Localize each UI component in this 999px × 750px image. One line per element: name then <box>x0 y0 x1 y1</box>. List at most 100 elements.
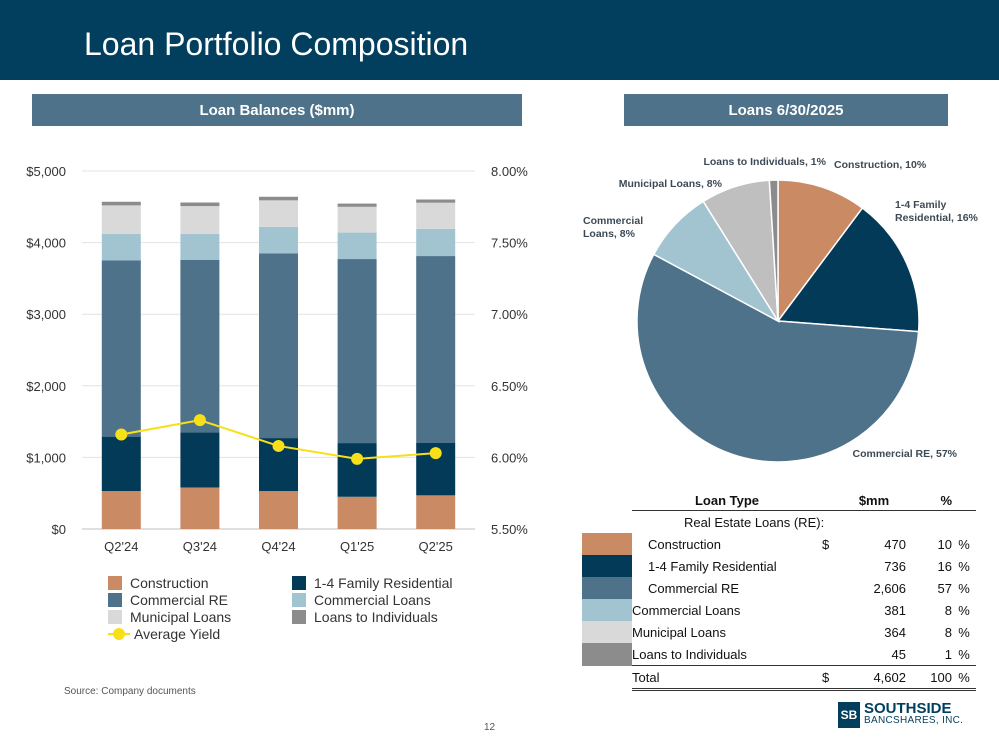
bar-segment <box>337 259 377 444</box>
row-loan-type: Loans to Individuals <box>632 646 747 662</box>
yield-point <box>115 428 128 441</box>
bar-segment <box>180 202 220 207</box>
row-pct-sign: % <box>958 580 970 596</box>
row-currency <box>822 577 842 599</box>
pie-label: 1-4 Family <box>895 199 947 211</box>
loans-pie-chart: Construction, 10% 1-4 FamilyResidential, … <box>583 156 979 463</box>
logo-mark-icon: SB <box>838 702 860 728</box>
x-tick-label: Q3'24 <box>183 539 217 554</box>
legend-item: Commercial RE <box>108 591 228 609</box>
bar-segment <box>337 232 377 260</box>
logo-subname: BANCSHARES, INC. <box>864 715 964 726</box>
logo-name: SOUTHSIDE <box>864 700 952 717</box>
bar-segment <box>416 202 456 229</box>
y2-tick-label: 8.00% <box>491 164 528 179</box>
pie-label: Construction, 10% <box>834 159 927 171</box>
legend-swatch <box>292 593 306 607</box>
pie-label: Commercial <box>583 215 643 227</box>
yield-point <box>193 414 206 427</box>
pie-label: Loans to Individuals, 1% <box>703 156 826 168</box>
row-pct: 8 <box>944 624 952 640</box>
x-tick-label: Q2'25 <box>419 539 453 554</box>
loans-date-section-title: Loans 6/30/2025 <box>624 94 948 126</box>
row-currency <box>822 599 842 621</box>
header-mm: $mm <box>842 490 906 511</box>
row-mm: 45 <box>891 646 906 662</box>
row-loan-type: Construction <box>648 536 721 552</box>
bar-segment <box>101 205 141 235</box>
bar-segment <box>180 487 220 529</box>
y-tick-label: $1,000 <box>26 450 66 465</box>
bar-segment <box>259 491 298 529</box>
row-color-swatch <box>582 577 632 599</box>
table-row: Commercial RE 2,606 57% <box>582 577 976 599</box>
y-tick-label: $5,000 <box>26 164 66 179</box>
loan-balances-section-title: Loan Balances ($mm) <box>32 94 522 126</box>
header-bar: Loan Portfolio Composition <box>0 0 999 80</box>
pie-slice <box>768 179 779 322</box>
bar-segment <box>101 201 141 206</box>
legend-label: 1-4 Family Residential <box>314 575 453 591</box>
pie-slice <box>776 206 920 333</box>
row-pct: 10 <box>937 536 952 552</box>
row-pct-sign: % <box>958 558 970 574</box>
pie-label: Commercial RE, 57% <box>853 448 958 460</box>
y-tick-label: $4,000 <box>26 236 66 251</box>
row-pct-sign: % <box>958 536 970 552</box>
table-row: Commercial Loans 381 8% <box>582 599 976 621</box>
bar-segment <box>259 226 298 254</box>
legend-label: Average Yield <box>134 626 221 642</box>
row-pct: 16 <box>937 558 952 574</box>
y-tick-label: $3,000 <box>26 307 66 322</box>
legend-label: Loans to Individuals <box>314 609 438 625</box>
bar-segment <box>259 253 298 439</box>
bar-segment <box>101 260 141 437</box>
row-color-swatch <box>582 599 632 621</box>
bar-segment <box>101 491 141 529</box>
page-title: Loan Portfolio Composition <box>84 26 469 62</box>
group-label: Real Estate Loans (RE): <box>684 514 825 530</box>
y-tick-label: $0 <box>52 522 66 537</box>
x-tick-label: Q1'25 <box>340 539 374 554</box>
bar-segment <box>180 259 220 433</box>
bar-segment <box>416 199 456 203</box>
bar-segment <box>337 206 377 233</box>
pie-slice <box>636 253 920 463</box>
bar-segment <box>259 200 298 227</box>
loan-balances-chart: $0 $1,000 $2,000 $3,000 $4,000 $5,000 5.50% 6.0… <box>26 164 528 554</box>
total-spacer <box>582 666 632 690</box>
bar-segment <box>337 443 377 497</box>
legend-item: Construction <box>108 574 209 592</box>
y2-tick-label: 6.00% <box>491 450 528 465</box>
row-currency: $ <box>822 536 830 552</box>
row-color-swatch <box>582 643 632 666</box>
source-note: Source: Company documents <box>64 686 196 697</box>
bar-segment <box>180 432 220 488</box>
bar-segment <box>101 436 141 492</box>
row-mm: 736 <box>884 558 906 574</box>
table-row: 1-4 Family Residential 736 16% <box>582 555 976 577</box>
total-mm: 4,602 <box>842 665 906 691</box>
legend-swatch <box>292 610 306 624</box>
row-color-swatch <box>582 555 632 577</box>
yield-point <box>272 439 285 452</box>
legend-label: Commercial RE <box>130 592 229 608</box>
y2-tick-label: 7.50% <box>491 236 528 251</box>
row-pct-sign: % <box>958 602 970 618</box>
yield-point <box>351 452 364 465</box>
table-total-row: Total $4,602 100% <box>582 665 976 691</box>
legend-item: Commercial Loans <box>292 591 431 609</box>
row-pct-sign: % <box>958 624 970 640</box>
total-currency: $ <box>822 665 842 691</box>
legend-swatch <box>108 576 122 590</box>
row-pct-sign: % <box>958 646 970 662</box>
header-pct: % <box>906 490 952 511</box>
row-currency <box>822 643 842 666</box>
row-color-swatch <box>582 533 632 555</box>
y-tick-label: $2,000 <box>26 379 66 394</box>
row-mm: 2,606 <box>873 580 906 596</box>
yield-point <box>429 447 442 460</box>
legend-item: 1-4 Family Residential <box>292 574 453 592</box>
legend-swatch <box>108 610 122 624</box>
total-pct-sign: % <box>952 665 976 691</box>
